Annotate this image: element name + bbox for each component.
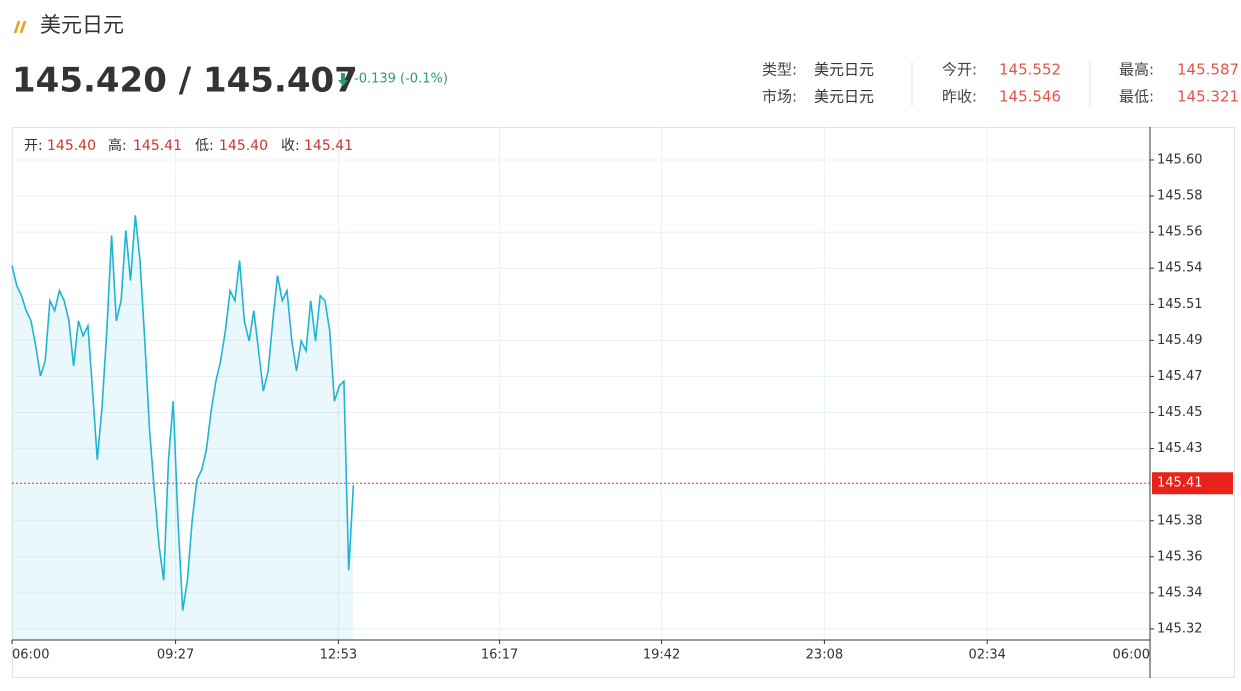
price: 145.420 / 145.407	[12, 61, 358, 101]
x-tick-label: 06:00	[12, 648, 49, 663]
info-label: 市场:	[762, 88, 797, 106]
ohlc-label: 低:	[195, 138, 214, 154]
info-value: 美元日元	[814, 61, 874, 79]
y-tick-label: 145.32	[1157, 621, 1203, 636]
info-label: 最低:	[1119, 88, 1154, 106]
y-tick-label: 145.58	[1157, 189, 1203, 204]
x-tick-label: 12:53	[320, 648, 357, 663]
x-tick-label: 09:27	[157, 648, 194, 663]
y-tick-label: 145.47	[1157, 369, 1203, 384]
ohlc-label: 收:	[281, 138, 300, 154]
y-tick-label: 145.34	[1157, 585, 1203, 600]
x-tick-label: 02:34	[968, 648, 1005, 663]
info-value: 145.587	[1177, 61, 1239, 79]
last-price-box	[1152, 472, 1233, 495]
ohlc-value: 145.40	[47, 138, 96, 154]
area	[12, 215, 354, 641]
y-tick-label: 145.54	[1157, 261, 1203, 276]
ohlc-label: 高:	[108, 137, 127, 154]
y-tick-label: 145.60	[1157, 152, 1203, 167]
y-tick-label: 145.36	[1157, 549, 1203, 564]
y-tick-label: 145.56	[1157, 225, 1203, 240]
info-label: 昨收:	[942, 88, 977, 106]
y-tick-label: 145.38	[1157, 513, 1203, 528]
ohlc-value: 145.41	[304, 138, 353, 154]
info-value: 145.546	[999, 88, 1061, 106]
y-tick-label: 145.45	[1157, 405, 1203, 420]
ohlc-value: 145.40	[219, 138, 268, 154]
info-value: 美元日元	[814, 88, 874, 106]
last-price-label: 145.41	[1157, 476, 1203, 491]
ohlc-label: 开:	[24, 138, 43, 154]
title: 美元日元	[40, 13, 124, 37]
x-tick-label: 23:08	[806, 648, 843, 663]
logo-icon	[13, 20, 27, 34]
ohlc-value: 145.41	[133, 138, 182, 154]
y-tick-label: 145.51	[1157, 297, 1203, 312]
x-tick-label: 16:17	[481, 648, 518, 663]
y-tick-label: 145.49	[1157, 333, 1203, 348]
line	[11, 215, 355, 611]
x-tick-label: 06:00	[1113, 648, 1150, 663]
info-label: 类型:	[762, 61, 797, 79]
info-label: 今开:	[942, 61, 977, 79]
y-tick-label: 145.43	[1157, 441, 1203, 456]
x-tick-label: 19:42	[643, 648, 680, 663]
change: -0.139 (-0.1%)	[354, 72, 448, 87]
down-arrow-icon	[338, 73, 348, 86]
info-value: 145.321	[1177, 88, 1239, 106]
info-label: 最高:	[1119, 61, 1154, 79]
info-value: 145.552	[999, 61, 1061, 79]
